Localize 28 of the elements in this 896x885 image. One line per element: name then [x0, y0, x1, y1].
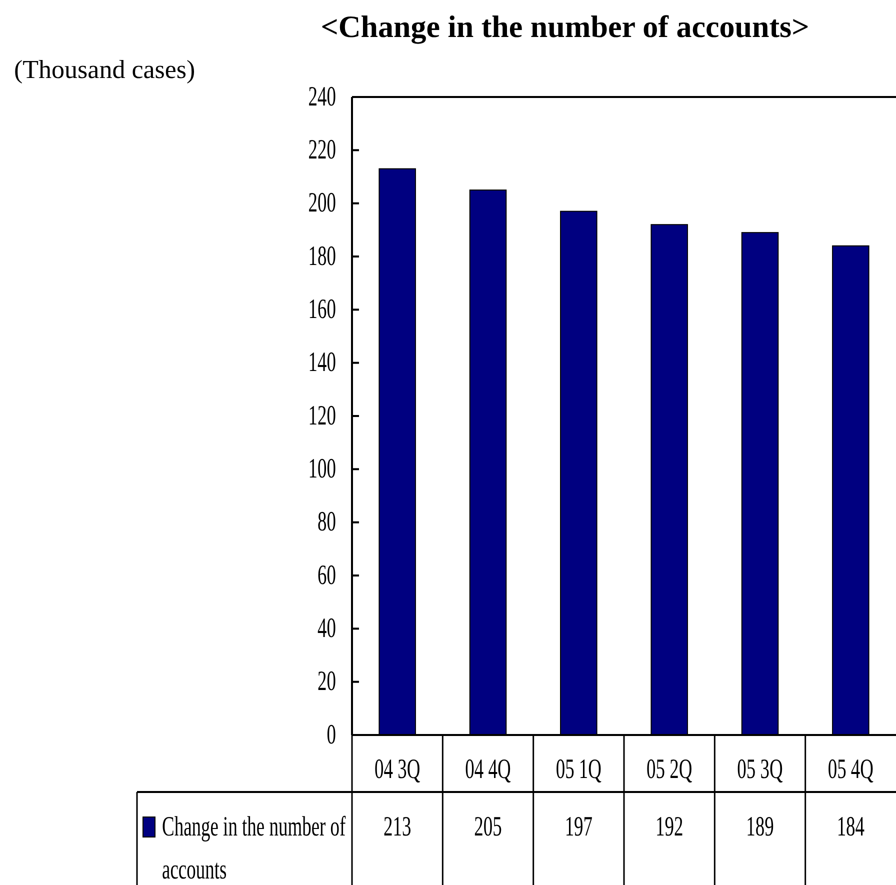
- x-tick-label: 04 3Q: [374, 754, 420, 785]
- y-tick-label: 120: [308, 400, 336, 432]
- y-tick-label: 0: [326, 720, 336, 750]
- chart-title: <Change in the number of accounts>: [320, 9, 810, 44]
- y-tick-label: 220: [308, 134, 336, 166]
- x-tick-label: 05 4Q: [828, 754, 874, 785]
- data-label: 192: [655, 812, 684, 842]
- y-tick-label: 100: [308, 454, 336, 485]
- y-tick-label: 180: [308, 241, 336, 272]
- y-tick-label: 40: [318, 613, 336, 644]
- data-label: 197: [564, 812, 593, 842]
- x-tick-label: 05 1Q: [556, 754, 602, 785]
- data-label: 213: [383, 812, 412, 842]
- x-tick-label: 05 2Q: [646, 754, 692, 785]
- x-tick-label: 04 4Q: [465, 754, 511, 785]
- y-tick-label: 80: [318, 506, 336, 538]
- y-tick-label: 200: [308, 188, 336, 219]
- y-tick-label: 160: [308, 294, 336, 326]
- data-label: 189: [746, 812, 774, 842]
- text: (Thousand cases): [14, 55, 196, 84]
- y-tick-label: 20: [318, 666, 336, 698]
- y-tick-label: 240: [308, 82, 336, 112]
- legend-label: Change in the number of accounts: [162, 812, 346, 885]
- y-tick-label: 60: [318, 560, 336, 591]
- data-label: 205: [474, 812, 502, 842]
- x-tick-label: 05 3Q: [737, 754, 783, 785]
- y-tick-label: 140: [308, 347, 336, 378]
- data-label: 184: [836, 812, 865, 842]
